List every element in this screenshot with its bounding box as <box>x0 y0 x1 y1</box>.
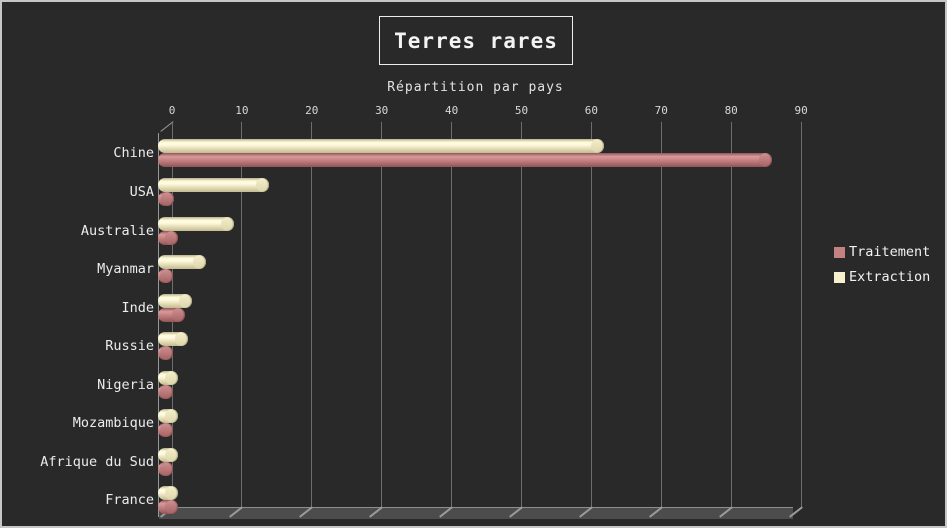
category-label-france: France <box>105 492 154 509</box>
gridline-50 <box>521 122 522 508</box>
bar-end-cap <box>192 255 206 270</box>
x-tick-label-10: 10 <box>235 104 249 117</box>
category-label-usa: USA <box>129 183 154 200</box>
gridline-40 <box>451 122 453 508</box>
chart-title: Terres rares <box>394 28 558 53</box>
legend-label: Extraction <box>849 269 931 285</box>
bar-end-cap <box>171 307 185 322</box>
category-label-inde: Inde <box>121 299 154 316</box>
bar-extraction-afrique-du-sud <box>158 447 178 462</box>
chart-title-box: Terres rares <box>379 16 573 65</box>
bar-end-cap <box>160 423 174 438</box>
bar-end-cap <box>164 486 178 501</box>
bar-traitement-myanmar <box>158 269 174 284</box>
bar-extraction-australie <box>158 216 234 231</box>
bar-end-cap <box>160 384 174 399</box>
bar-end-cap <box>160 346 174 361</box>
bar-traitement-australie <box>158 230 178 245</box>
category-label-chine: Chine <box>113 145 154 162</box>
category-label-afrique-du-sud: Afrique du Sud <box>40 453 154 470</box>
x-tick-label-60: 60 <box>584 104 599 117</box>
legend: Traitement Extraction <box>834 244 930 294</box>
bar-extraction-russie <box>158 332 189 347</box>
bar-extraction-mozambique <box>158 409 178 424</box>
bar-end-cap <box>160 269 174 284</box>
category-label-nigeria: Nigeria <box>97 376 154 393</box>
bar-traitement-france <box>158 500 178 515</box>
bar-extraction-myanmar <box>158 255 206 270</box>
bar-end-cap <box>164 500 178 515</box>
x-tick-label-0: 0 <box>168 104 176 117</box>
bar-extraction-france <box>158 486 178 501</box>
y-axis-line <box>158 133 159 517</box>
bar-end-cap <box>255 177 269 192</box>
gridline-20 <box>311 122 313 508</box>
bar-end-cap <box>175 332 189 347</box>
legend-item-extraction: Extraction <box>834 269 930 285</box>
bar-traitement-russie <box>158 346 174 361</box>
extraction-swatch-icon <box>834 271 845 283</box>
bar-end-cap <box>220 216 234 231</box>
bar-end-cap <box>164 230 178 245</box>
traitement-swatch-icon <box>834 246 845 258</box>
bar-end-cap <box>759 153 773 168</box>
bar-traitement-afrique-du-sud <box>158 461 174 476</box>
bar-traitement-nigeria <box>158 384 174 399</box>
category-label-mozambique: Mozambique <box>72 415 154 432</box>
bar-end-cap <box>164 447 178 462</box>
gridline-70 <box>660 122 662 508</box>
bar-traitement-mozambique <box>158 423 174 438</box>
x-tick-label-90: 90 <box>794 104 808 117</box>
x-tick-label-40: 40 <box>444 104 459 117</box>
gridline-10 <box>241 122 243 508</box>
bar-end-cap <box>591 139 605 154</box>
x-tick-label-30: 30 <box>375 104 389 117</box>
bar-extraction-nigeria <box>158 370 178 385</box>
category-label-russie: Russie <box>105 338 154 355</box>
bar-traitement-usa <box>158 191 175 206</box>
gridline-30 <box>381 122 383 508</box>
gridline-60 <box>590 122 592 508</box>
x-tick-label-80: 80 <box>724 104 738 117</box>
chart-subtitle: Répartition par pays <box>387 80 564 95</box>
x-tick-label-20: 20 <box>305 104 319 117</box>
bar-traitement-inde <box>158 307 185 322</box>
gridline-80 <box>730 122 732 508</box>
chart-floor <box>159 507 793 519</box>
x-tick-label-70: 70 <box>654 104 668 117</box>
gridline-90 <box>800 122 802 508</box>
bar-end-cap <box>164 409 178 424</box>
legend-item-traitement: Traitement <box>834 244 930 260</box>
category-label-myanmar: Myanmar <box>97 261 154 278</box>
bar-end-cap <box>178 293 192 308</box>
bar-extraction-inde <box>158 293 192 308</box>
bar-end-cap <box>160 461 174 476</box>
bar-extraction-chine <box>158 139 605 154</box>
bar-extraction-usa <box>158 177 269 192</box>
legend-label: Traitement <box>849 244 931 260</box>
category-label-australie: Australie <box>80 222 154 239</box>
bar-traitement-chine <box>158 153 773 168</box>
bar-end-cap <box>164 370 178 385</box>
x-tick-label-50: 50 <box>514 104 529 117</box>
bar-end-cap <box>161 191 175 206</box>
